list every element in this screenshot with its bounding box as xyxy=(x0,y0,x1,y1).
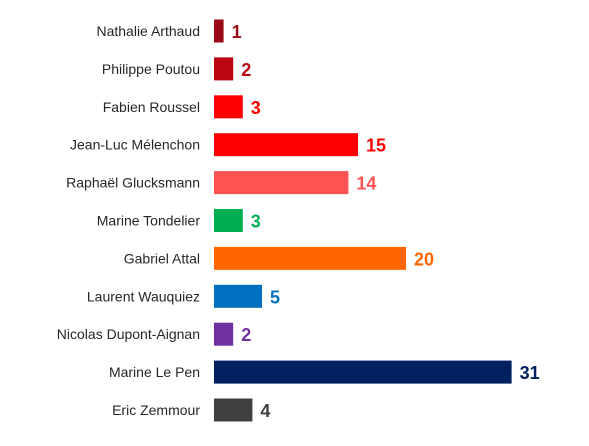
bar xyxy=(214,171,349,195)
category-label: Philippe Poutou xyxy=(102,61,200,77)
value-label: 31 xyxy=(520,363,540,383)
value-label: 20 xyxy=(414,249,434,269)
category-label: Marine Le Pen xyxy=(109,364,200,380)
value-label: 3 xyxy=(251,212,261,232)
value-label: 15 xyxy=(366,136,386,156)
value-label: 1 xyxy=(232,22,242,42)
value-label: 2 xyxy=(241,325,251,345)
category-label: Marine Tondelier xyxy=(97,213,201,229)
bar xyxy=(214,133,358,157)
value-label: 4 xyxy=(260,401,270,421)
bar xyxy=(214,19,224,43)
bar xyxy=(214,398,253,422)
category-label: Jean-Luc Mélenchon xyxy=(70,137,200,153)
category-label: Raphaël Glucksmann xyxy=(66,175,200,191)
category-label: Gabriel Attal xyxy=(124,250,200,266)
value-label: 3 xyxy=(251,98,261,118)
category-label: Eric Zemmour xyxy=(112,402,200,418)
bar xyxy=(214,246,406,270)
bar xyxy=(214,284,262,308)
category-label: Fabien Roussel xyxy=(103,99,200,115)
bar xyxy=(214,95,243,119)
value-label: 5 xyxy=(270,287,280,307)
bar xyxy=(214,360,512,384)
category-label: Nathalie Arthaud xyxy=(96,23,200,39)
bar xyxy=(214,209,243,232)
value-label: 14 xyxy=(356,174,376,194)
bar xyxy=(214,322,234,346)
category-label: Laurent Wauquiez xyxy=(87,288,200,304)
category-label: Nicolas Dupont-Aignan xyxy=(57,326,200,342)
value-label: 2 xyxy=(241,60,251,80)
bar xyxy=(214,57,234,81)
